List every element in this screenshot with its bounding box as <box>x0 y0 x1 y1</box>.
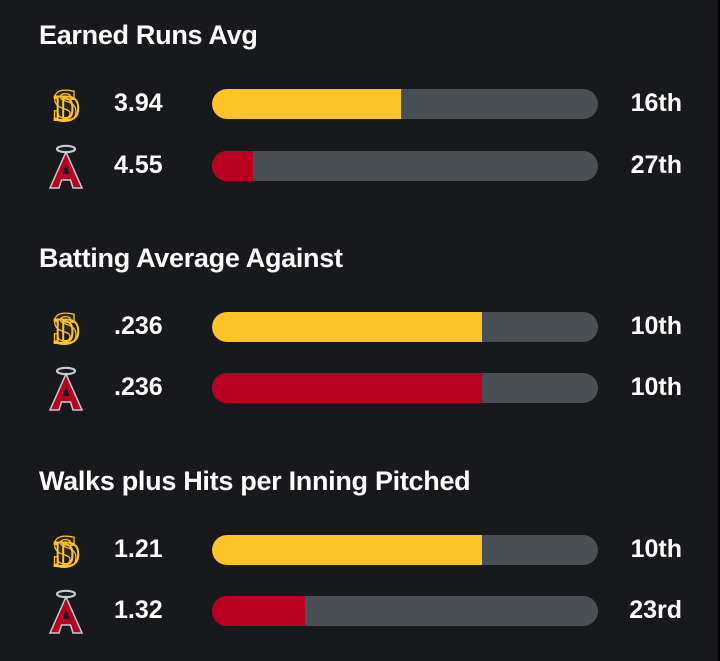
stat-row-padres-whip: S D 1.21 10th <box>0 526 718 574</box>
bar-track <box>212 535 598 565</box>
stat-row-angels-whip: 1.32 23rd <box>0 587 718 635</box>
padres-sd-logo-icon: S D <box>42 80 88 128</box>
bar-fill <box>212 535 482 565</box>
angels-a-halo-logo-icon <box>42 142 88 190</box>
section-title-era: Earned Runs Avg <box>39 20 258 50</box>
stat-rank: 27th <box>630 151 682 179</box>
stat-row-angels-era: 4.55 27th <box>0 142 718 190</box>
bar-fill <box>212 89 401 119</box>
bar-track <box>212 312 598 342</box>
angels-a-halo-logo-icon <box>42 364 88 412</box>
stat-row-angels-baa: .236 10th <box>0 364 718 412</box>
bar-track <box>212 151 598 181</box>
stat-value: 4.55 <box>114 151 163 179</box>
bar-fill <box>212 373 482 403</box>
svg-text:S: S <box>53 304 77 351</box>
section-title-whip: Walks plus Hits per Inning Pitched <box>39 466 471 496</box>
stat-value: .236 <box>114 373 163 401</box>
bar-fill <box>212 151 253 181</box>
section-title-baa: Batting Average Against <box>39 243 343 273</box>
stat-row-padres-era: S D 3.94 16th <box>0 80 718 128</box>
stat-rank: 10th <box>630 373 682 401</box>
stat-value: 1.32 <box>114 596 163 624</box>
svg-text:S: S <box>53 527 77 574</box>
bar-track <box>212 596 598 626</box>
stat-row-padres-baa: S D .236 10th <box>0 303 718 351</box>
bar-fill <box>212 596 305 626</box>
padres-sd-logo-icon: S D <box>42 526 88 574</box>
padres-sd-logo-icon: S D <box>42 303 88 351</box>
bar-track <box>212 373 598 403</box>
svg-text:D: D <box>54 534 80 574</box>
bar-fill <box>212 312 482 342</box>
angels-a-halo-logo-icon <box>42 587 88 635</box>
stat-value: .236 <box>114 312 163 340</box>
stat-rank: 16th <box>630 89 682 117</box>
svg-text:S: S <box>53 81 77 128</box>
bar-track <box>212 89 598 119</box>
svg-text:D: D <box>54 88 80 128</box>
svg-text:D: D <box>54 311 80 351</box>
stat-rank: 23rd <box>629 596 682 624</box>
stat-value: 1.21 <box>114 535 163 563</box>
stat-rank: 10th <box>630 535 682 563</box>
stat-rank: 10th <box>630 312 682 340</box>
stat-value: 3.94 <box>114 89 163 117</box>
